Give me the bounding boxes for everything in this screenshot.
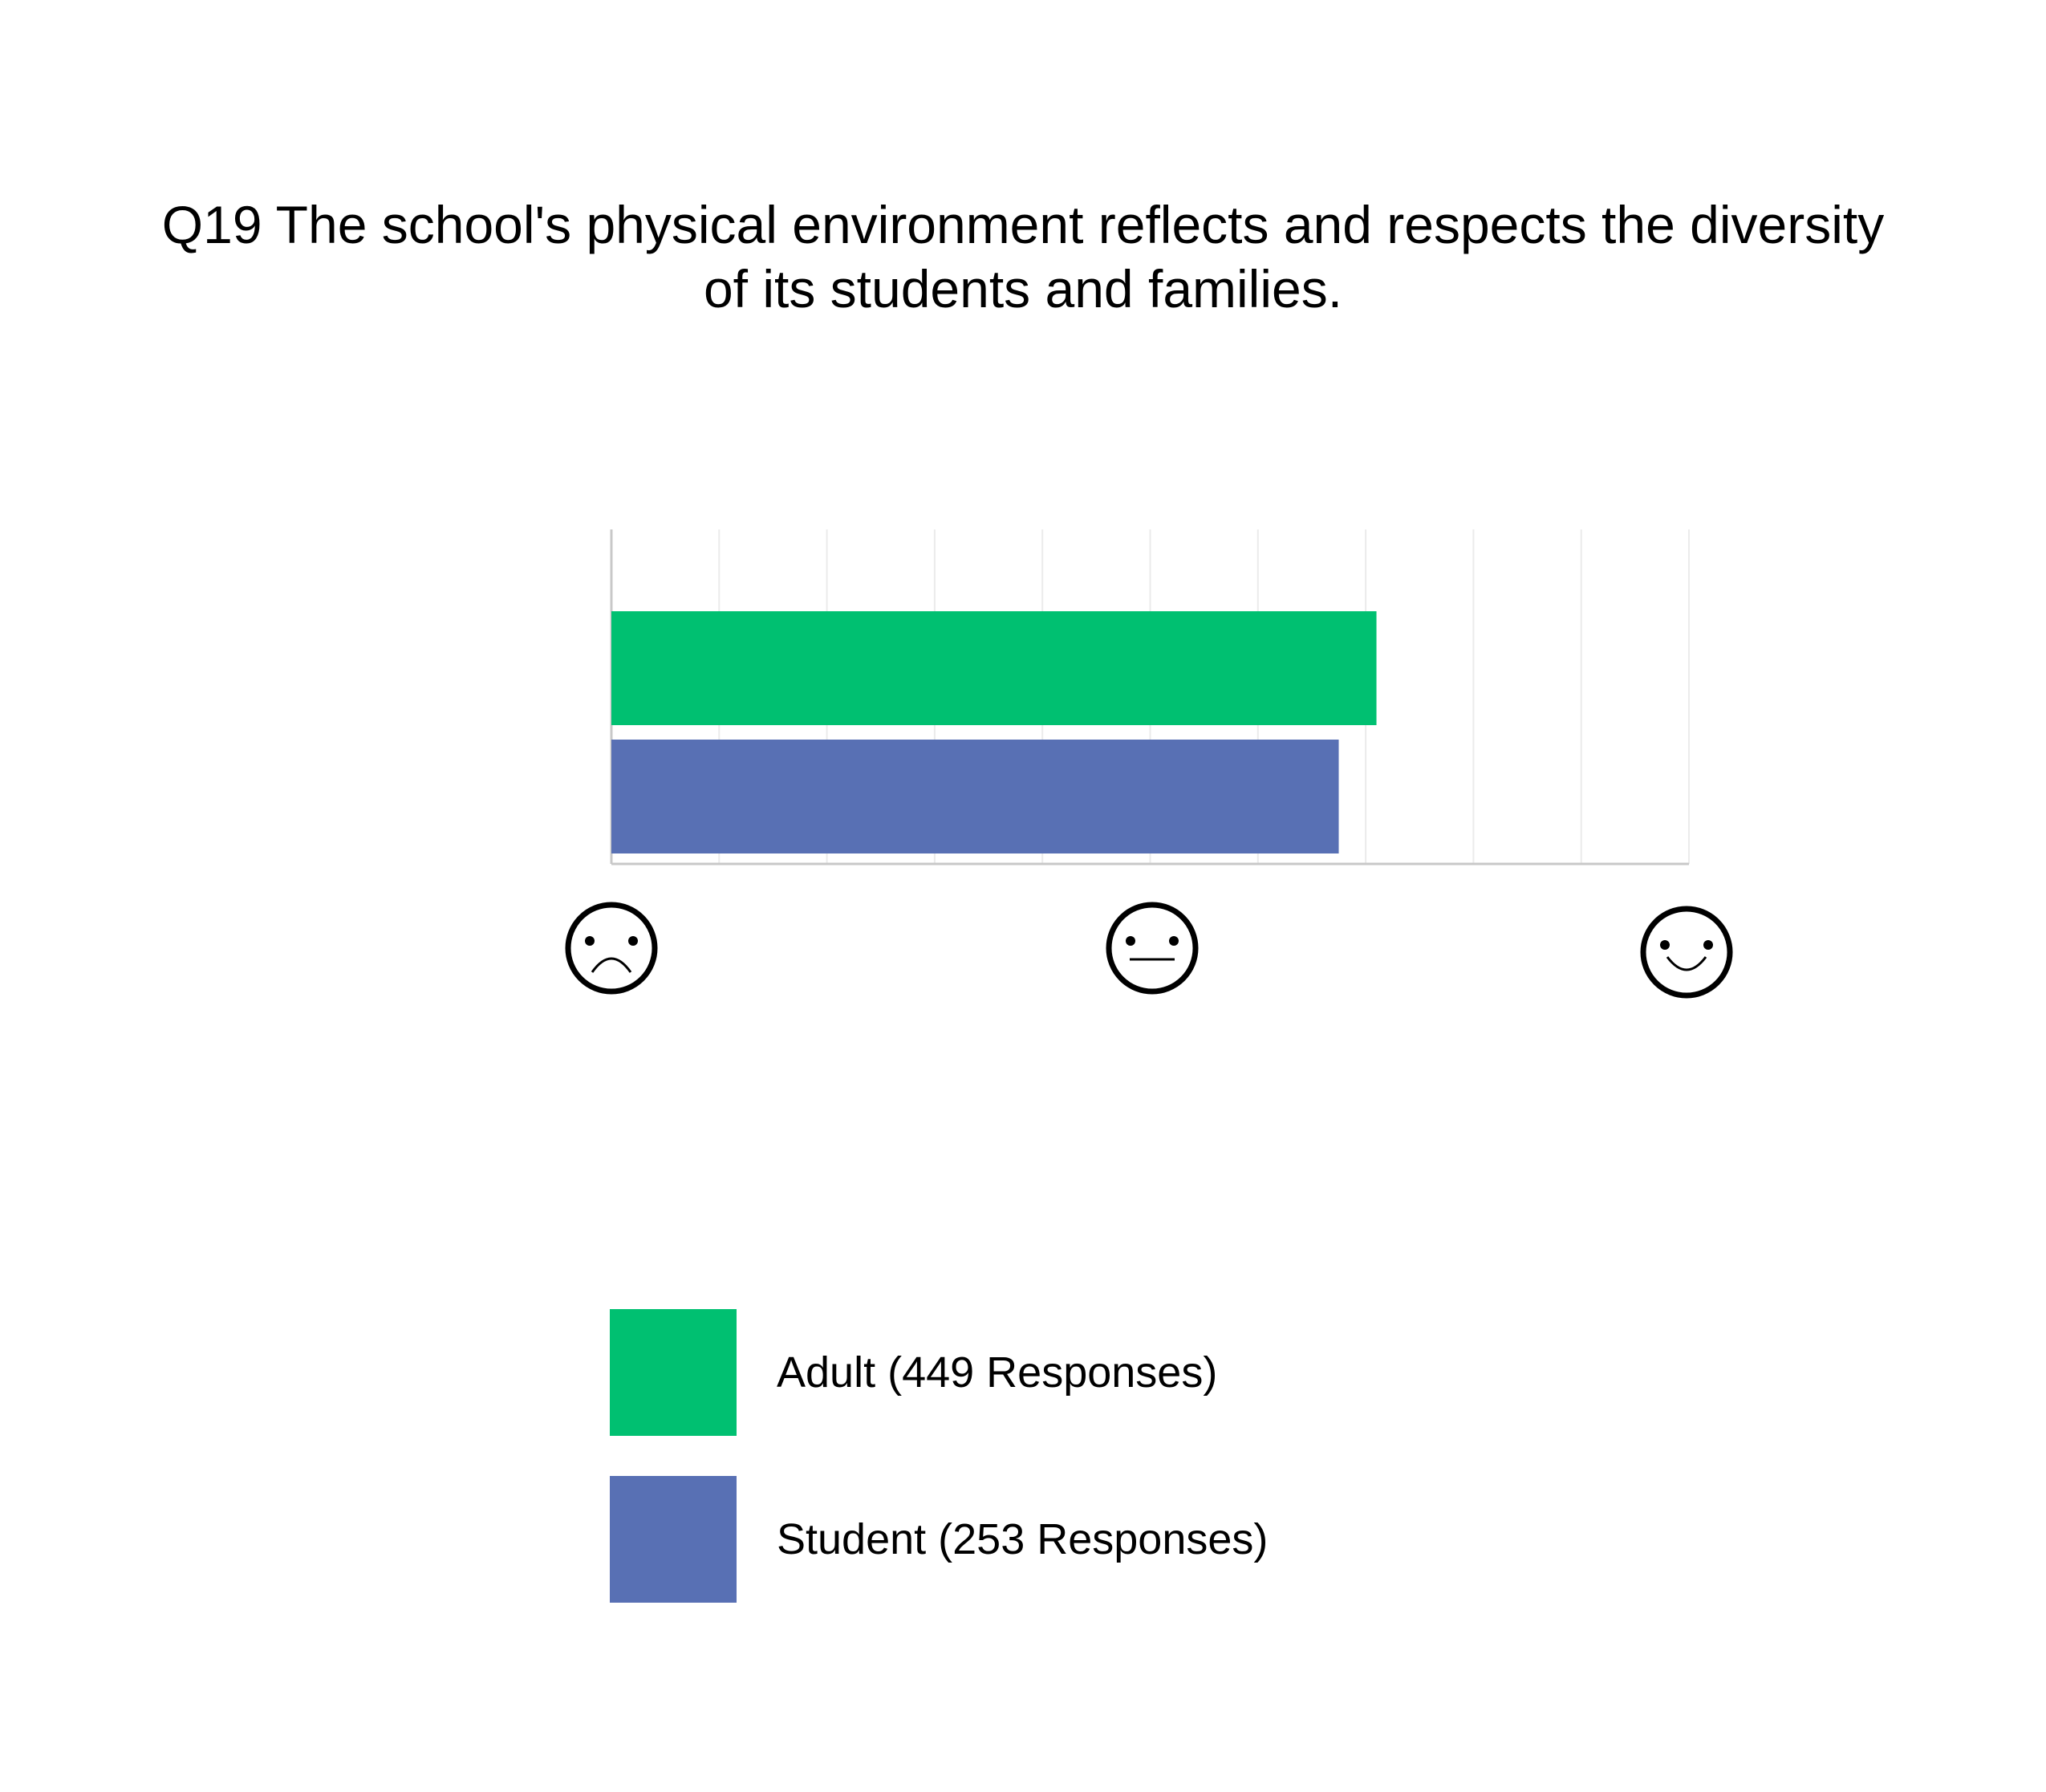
sad-face-icon: [565, 902, 658, 995]
legend-swatch-student: [610, 1476, 737, 1603]
bar-student: [611, 740, 1339, 853]
bar-adult: [611, 611, 1377, 725]
legend-item-adult: Adult (449 Responses): [610, 1309, 1217, 1436]
chart-title-line-2: of its students and families.: [703, 259, 1343, 318]
legend-label-student: Student (253 Responses): [777, 1515, 1269, 1563]
chart-title-line-1: Q19 The school's physical environment re…: [161, 195, 1885, 254]
chart-title: Q19 The school's physical environment re…: [80, 193, 1966, 321]
legend-label-adult: Adult (449 Responses): [777, 1348, 1218, 1397]
bar-chart: [565, 529, 1733, 999]
happy-face-icon: [1640, 906, 1733, 999]
bars: [611, 611, 1377, 853]
neutral-face-icon: [1106, 902, 1199, 995]
legend-item-student: Student (253 Responses): [610, 1476, 1268, 1603]
legend-swatch-adult: [610, 1309, 737, 1436]
